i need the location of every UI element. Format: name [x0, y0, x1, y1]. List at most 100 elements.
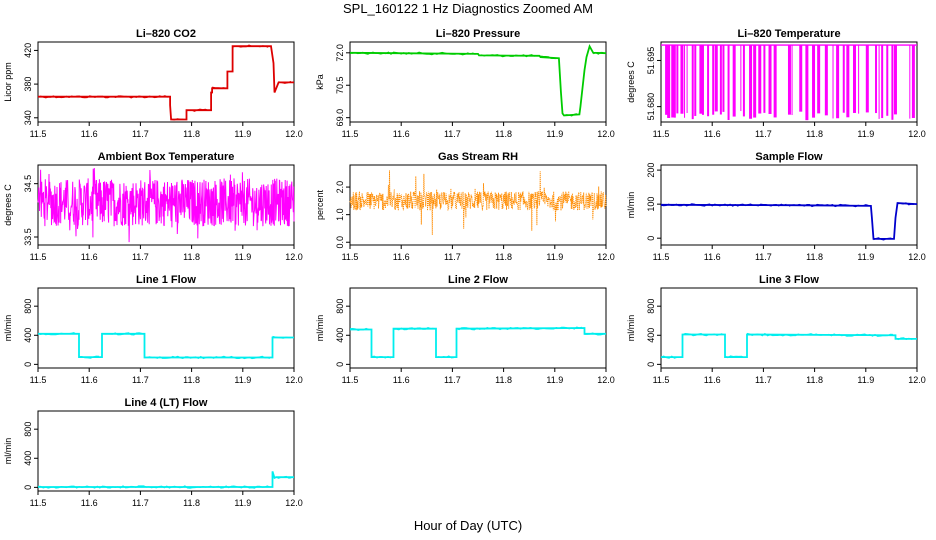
series-dip: [773, 45, 777, 118]
y-tick-label: 200: [646, 163, 656, 178]
x-tick-label: 11.7: [755, 252, 772, 262]
series-dip: [753, 45, 757, 118]
series-dip: [858, 45, 860, 114]
x-tick-label: 11.9: [234, 129, 251, 139]
x-tick-label: 11.7: [444, 375, 461, 385]
series-dip: [749, 45, 753, 119]
series: [349, 170, 607, 236]
series-dip: [791, 45, 793, 116]
series-dip: [881, 45, 884, 119]
series-dip: [691, 45, 694, 120]
series: [661, 44, 917, 121]
x-tick-label: 11.8: [495, 252, 512, 262]
series-noise: [746, 332, 893, 337]
series-noise: [897, 202, 915, 206]
series-noise: [435, 355, 454, 359]
x-tick-label: 11.8: [806, 129, 823, 139]
y-axis-label: kPa: [315, 74, 325, 90]
x-tick-label: 12.0: [597, 375, 615, 385]
y-axis-label: ml/min: [626, 192, 636, 219]
x-tick-label: 12.0: [597, 129, 615, 139]
series-dip: [712, 45, 715, 115]
series-dip: [909, 45, 911, 119]
panel-title: Li–820 Pressure: [436, 28, 520, 40]
plot-frame: [37, 287, 295, 369]
series-noise: [456, 326, 583, 331]
y-tick-label: 51.695: [646, 47, 656, 75]
x-tick-label: 11.9: [546, 129, 563, 139]
series-line: [38, 471, 294, 488]
series-dip: [812, 45, 816, 118]
y-axis-label: percent: [315, 189, 325, 220]
x-tick-label: 11.7: [444, 129, 461, 139]
series: [37, 471, 294, 489]
x-tick-label: 11.9: [857, 375, 874, 385]
x-tick-label: 12.0: [285, 129, 303, 139]
series-noise: [275, 475, 292, 479]
x-tick-label: 12.0: [597, 252, 615, 262]
x-tick-label: 11.5: [30, 129, 47, 139]
x-tick-label: 12.0: [908, 129, 926, 139]
panel-3: Li–820 Temperature degrees C 11.5 11.6 11.7 1…: [626, 28, 926, 139]
x-tick-label: 11.6: [81, 498, 98, 508]
y-axis-label: degrees C: [626, 61, 636, 103]
panel-7: Line 1 Flow ml/min 11.5 11.6 11.7 11.8 11.9 12.…: [3, 274, 303, 385]
x-tick-label: 11.7: [132, 129, 149, 139]
panel-2: Li–820 Pressure kPa 11.5 11.6 11.7 11.8 11.9 12…: [315, 28, 615, 139]
y-tick-label: 100: [646, 197, 656, 212]
x-tick-label: 11.5: [342, 252, 359, 262]
panel-title: Line 1 Flow: [136, 274, 196, 286]
y-axis-label: ml/min: [3, 315, 13, 342]
plot-frame: [349, 41, 607, 123]
series-dip: [740, 45, 742, 112]
y-tick-label: 0: [646, 236, 656, 241]
panel-1: Li–820 CO2 Licor ppm 11.5 11.6 11.7 11.8 11.9 1…: [3, 28, 303, 139]
series-noise: [563, 113, 577, 117]
x-tick-label: 11.8: [495, 375, 512, 385]
x-tick-label: 11.9: [857, 252, 874, 262]
series-noise: [540, 55, 557, 60]
y-tick-label: 51.680: [646, 93, 656, 121]
x-tick-label: 11.8: [806, 252, 823, 262]
series-noise: [592, 51, 604, 55]
series-dip: [853, 45, 856, 113]
series-dip: [911, 45, 915, 118]
x-tick-label: 11.6: [393, 129, 410, 139]
series-dip: [799, 45, 803, 112]
series-dip: [701, 45, 704, 115]
series-dip: [719, 45, 722, 115]
x-tick-label: 11.7: [132, 252, 149, 262]
series-dip: [694, 45, 697, 116]
y-tick-label: 800: [335, 299, 345, 314]
x-tick-label: 11.8: [183, 129, 200, 139]
series-dip: [805, 45, 809, 121]
y-tick-label: 72.0: [335, 44, 345, 62]
series-dip: [763, 45, 766, 113]
y-tick-label: 2.0: [335, 181, 345, 194]
series-noise: [278, 80, 292, 84]
y-tick-label: 380: [23, 77, 33, 92]
series-dip: [875, 45, 878, 114]
series-noise: [37, 485, 271, 489]
x-tick-label: 11.6: [704, 375, 721, 385]
series-noise: [272, 335, 292, 339]
series-dip: [768, 45, 772, 114]
series-noise: [584, 332, 604, 336]
plot-frame: [37, 41, 295, 123]
x-tick-label: 11.9: [234, 252, 251, 262]
series-points: [349, 170, 607, 236]
series-dip: [891, 45, 894, 120]
series-dip: [742, 45, 745, 117]
series-noise: [682, 332, 723, 337]
panel-title: Sample Flow: [755, 151, 823, 163]
y-tick-label: 800: [646, 299, 656, 314]
x-tick-label: 11.7: [444, 252, 461, 262]
series-line: [38, 332, 294, 359]
x-tick-label: 11.6: [81, 375, 98, 385]
series-noise: [191, 108, 209, 112]
x-axis-title: Hour of Day (UTC): [413, 518, 523, 533]
x-tick-label: 11.7: [132, 498, 149, 508]
x-tick-label: 12.0: [285, 498, 303, 508]
series-noise: [873, 237, 892, 241]
x-tick-label: 11.9: [546, 252, 563, 262]
